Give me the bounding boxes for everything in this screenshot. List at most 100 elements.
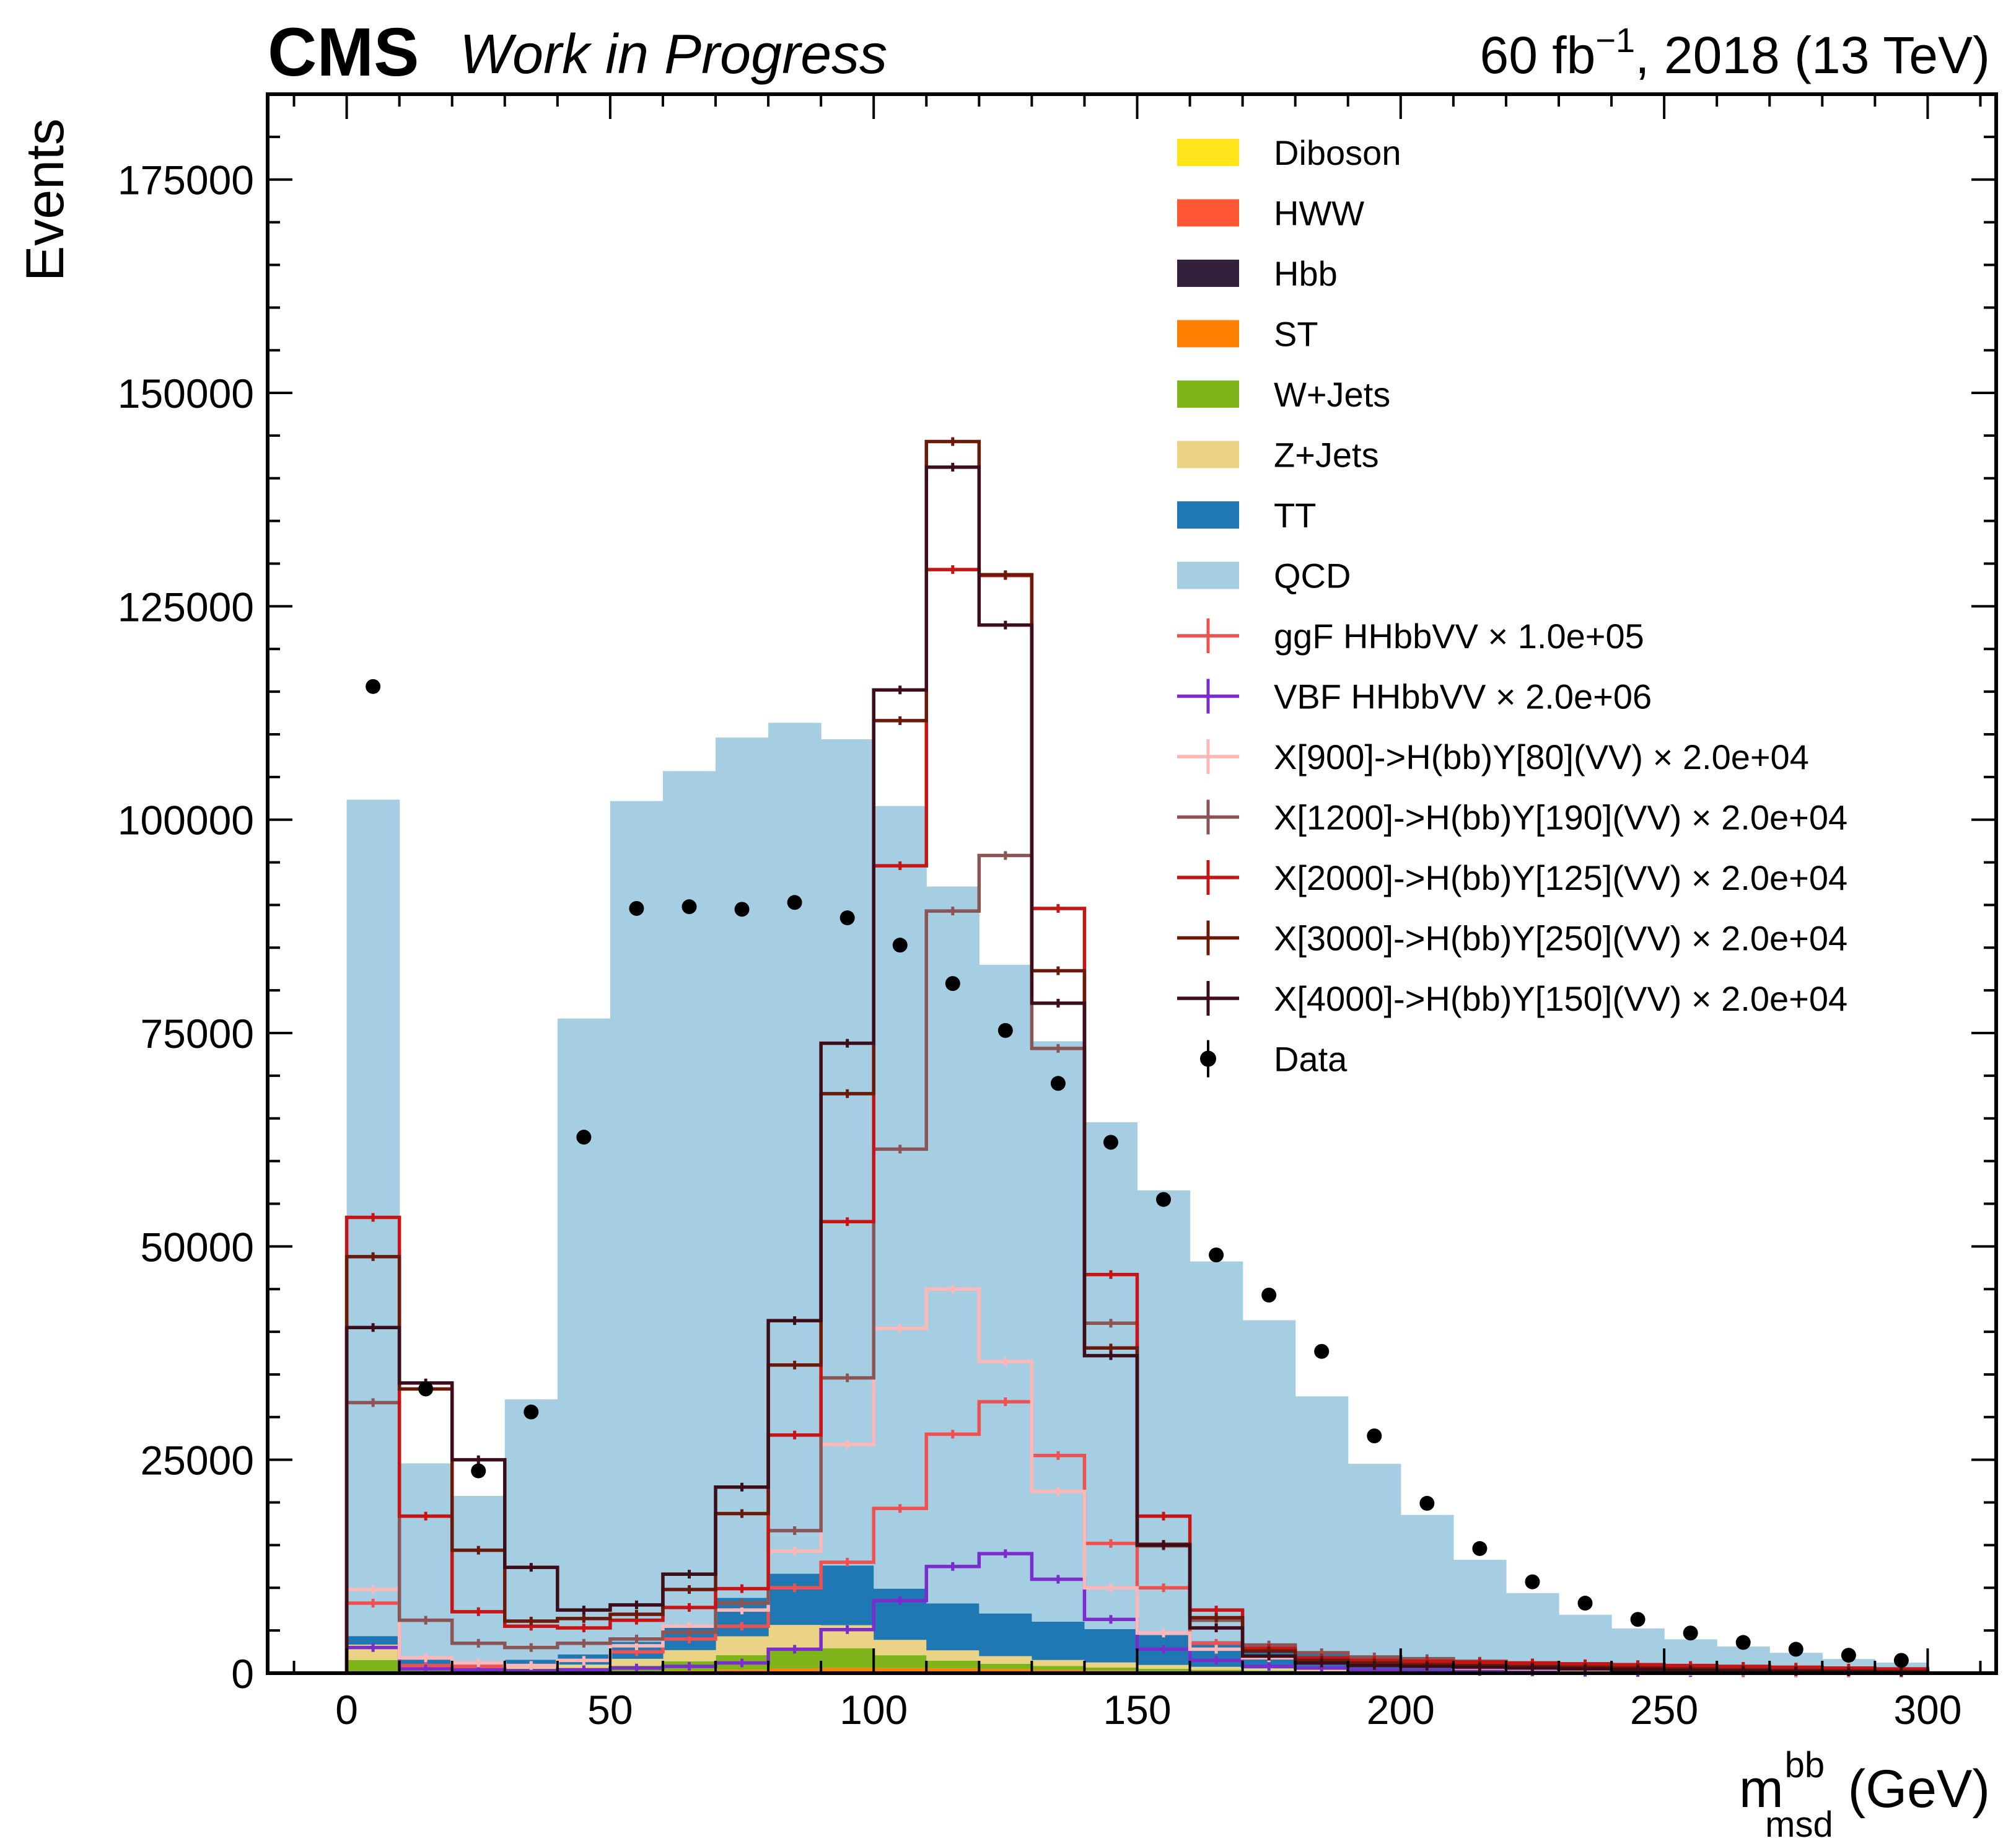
plot-area [344,437,1930,1678]
legend-label-x-2000-h-bb-y-125-vv-2-0e-04: X[2000]->H(bb)Y[125](VV) × 2.0e+04 [1274,858,1847,897]
bar-z-jets-bin-13 [1032,1660,1085,1666]
legend-label-w-jets: W+Jets [1274,375,1390,414]
bar-w-jets-bin-12 [979,1663,1032,1669]
data-point-21 [1472,1541,1488,1556]
y-tick-label: 150000 [118,371,254,416]
bar-st-bin-13 [1032,1669,1085,1673]
legend-label-z-jets: Z+Jets [1274,436,1379,475]
bar-qcd-bin-11 [926,886,980,1604]
data-point-12 [997,1022,1013,1038]
data-point-20 [1419,1495,1435,1511]
bar-qcd-bin-7 [716,737,769,1598]
bar-qcd-bin-6 [662,771,716,1625]
luminosity-label: 60 fb−1, 2018 (13 TeV) [1479,20,1990,84]
bar-qcd-bin-15 [1137,1190,1191,1635]
bar-qcd-bin-22 [1505,1593,1559,1669]
bar-qcd-bin-18 [1295,1396,1349,1653]
bar-st-bin-11 [926,1668,980,1672]
bar-tt-bin-12 [979,1613,1032,1656]
axes-frame [266,92,1998,1675]
bar-qcd-bin-9 [821,739,874,1566]
bar-z-jets-bin-15 [1137,1664,1191,1669]
legend-swatch-hww [1177,199,1239,227]
data-point-1 [418,1381,434,1397]
bar-z-jets-bin-10 [874,1640,927,1656]
legend-label-diboson: Diboson [1274,133,1401,172]
bar-z-jets-bin-7 [716,1636,769,1655]
data-point-24 [1630,1612,1646,1627]
data-point-8 [787,895,802,910]
cms-label: CMS [268,14,419,90]
data-point-10 [892,938,908,953]
axis-ticks [268,93,1996,1674]
bar-st-bin-8 [768,1668,822,1673]
bar-tt-bin-9 [821,1565,874,1625]
legend-label-tt: TT [1274,496,1316,535]
data-point-7 [734,902,750,917]
work-in-progress-label: Work in Progress [460,24,887,86]
bar-w-jets-bin-17 [1242,1670,1296,1673]
x-tick-label: 100 [839,1687,908,1733]
y-tick-label: 100000 [118,798,254,843]
bar-qcd-bin-14 [1084,1122,1138,1630]
data-point-2 [471,1463,486,1479]
y-tick-label: 75000 [140,1011,254,1057]
bar-qcd-bin-1 [399,1463,453,1660]
bar-w-jets-bin-16 [1190,1669,1243,1672]
bar-z-jets-bin-12 [979,1656,1032,1664]
x-tick-label: 150 [1103,1687,1171,1733]
bar-qcd-bin-10 [874,806,927,1589]
x-tick-label: 300 [1893,1687,1961,1733]
legend-marker-data [1200,1050,1216,1067]
bar-z-jets-bin-6 [662,1650,716,1661]
data-point-11 [945,976,960,992]
data-point-22 [1525,1574,1540,1590]
bar-tt-bin-13 [1032,1621,1085,1660]
legend-label-x-4000-h-bb-y-150-vv-2-0e-04: X[4000]->H(bb)Y[150](VV) × 2.0e+04 [1274,979,1847,1018]
data-points [366,679,1909,1668]
bar-tt-bin-0 [346,1636,400,1645]
y-axis-label: Events [15,118,75,281]
x-tick-label: 0 [335,1687,358,1733]
data-point-14 [1103,1135,1118,1150]
bar-st-bin-9 [821,1668,874,1673]
legend-label-ggf-hhbbvv-1-0e-05: ggF HHbbVV × 1.0e+05 [1274,617,1644,656]
data-point-17 [1261,1287,1277,1303]
y-tick-label: 175000 [118,157,254,203]
data-point-15 [1156,1192,1172,1207]
bar-qcd-bin-2 [452,1495,506,1663]
x-tick-label: 50 [587,1687,633,1733]
legend-label-vbf-hhbbvv-2-0e-06: VBF HHbbVV × 2.0e+06 [1274,677,1652,716]
data-point-28 [1841,1648,1856,1663]
bar-st-bin-10 [874,1668,927,1672]
legend-label-data: Data [1274,1040,1348,1079]
data-point-25 [1683,1625,1698,1641]
bar-qcd-bin-20 [1400,1515,1454,1663]
data-point-16 [1209,1247,1224,1263]
data-point-29 [1893,1653,1909,1668]
legend-swatch-w-jets [1177,380,1239,408]
legend-swatch-diboson [1177,139,1239,166]
y-tick-label: 125000 [118,584,254,630]
y-tick-label: 0 [231,1651,254,1697]
legend-label-qcd: QCD [1274,556,1351,596]
bar-z-jets-bin-14 [1084,1662,1138,1668]
legend-swatch-qcd [1177,561,1239,589]
axis-tick-labels: 0 50 100 150 200 250 300 0 25000 50000 75000 100000… [118,157,1962,1733]
data-point-19 [1367,1428,1382,1444]
data-point-9 [839,910,855,926]
data-point-18 [1314,1343,1330,1359]
y-tick-label: 50000 [140,1224,254,1270]
bar-w-jets-bin-11 [926,1660,980,1669]
bar-w-jets-bin-13 [1032,1666,1085,1670]
bar-z-jets-bin-8 [768,1625,822,1649]
data-point-27 [1788,1642,1803,1657]
bar-z-jets-bin-11 [926,1650,980,1661]
x-tick-label: 200 [1367,1687,1435,1733]
data-point-6 [681,899,697,915]
bar-tt-bin-11 [926,1603,980,1651]
bar-qcd-bin-17 [1242,1320,1296,1647]
bar-tt-bin-14 [1084,1629,1138,1663]
bar-st-bin-12 [979,1669,1032,1673]
legend-swatch-tt [1177,501,1239,529]
